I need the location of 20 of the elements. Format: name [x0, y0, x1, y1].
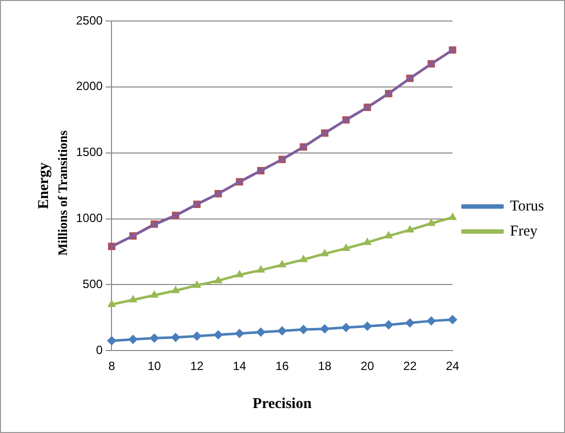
x-tick-label: 22	[403, 359, 417, 374]
y-axis-title: Energy	[36, 162, 52, 210]
y-tick-label: 2500	[76, 13, 104, 28]
x-tick-label: 20	[360, 359, 374, 374]
x-tick-label: 10	[148, 359, 162, 374]
y-tick-label: 2000	[76, 79, 104, 94]
x-tick-label: 14	[232, 359, 247, 374]
y-tick-label: 0	[96, 342, 104, 357]
y-tick-label: 500	[82, 276, 104, 291]
x-tick-label: 12	[190, 359, 204, 374]
x-tick-label: 16	[275, 359, 290, 374]
x-tick-label: 24	[446, 359, 460, 374]
x-axis-title: Precision	[252, 396, 312, 412]
y-tick-label: 1500	[76, 145, 104, 160]
x-tick-label: 18	[318, 359, 332, 374]
legend-label: Frey	[510, 223, 538, 240]
x-tick-label: 8	[108, 359, 116, 374]
y-tick-label: 1000	[76, 211, 104, 226]
text: Millions of Transitions	[55, 130, 71, 256]
legend-label: Torus	[510, 198, 544, 214]
